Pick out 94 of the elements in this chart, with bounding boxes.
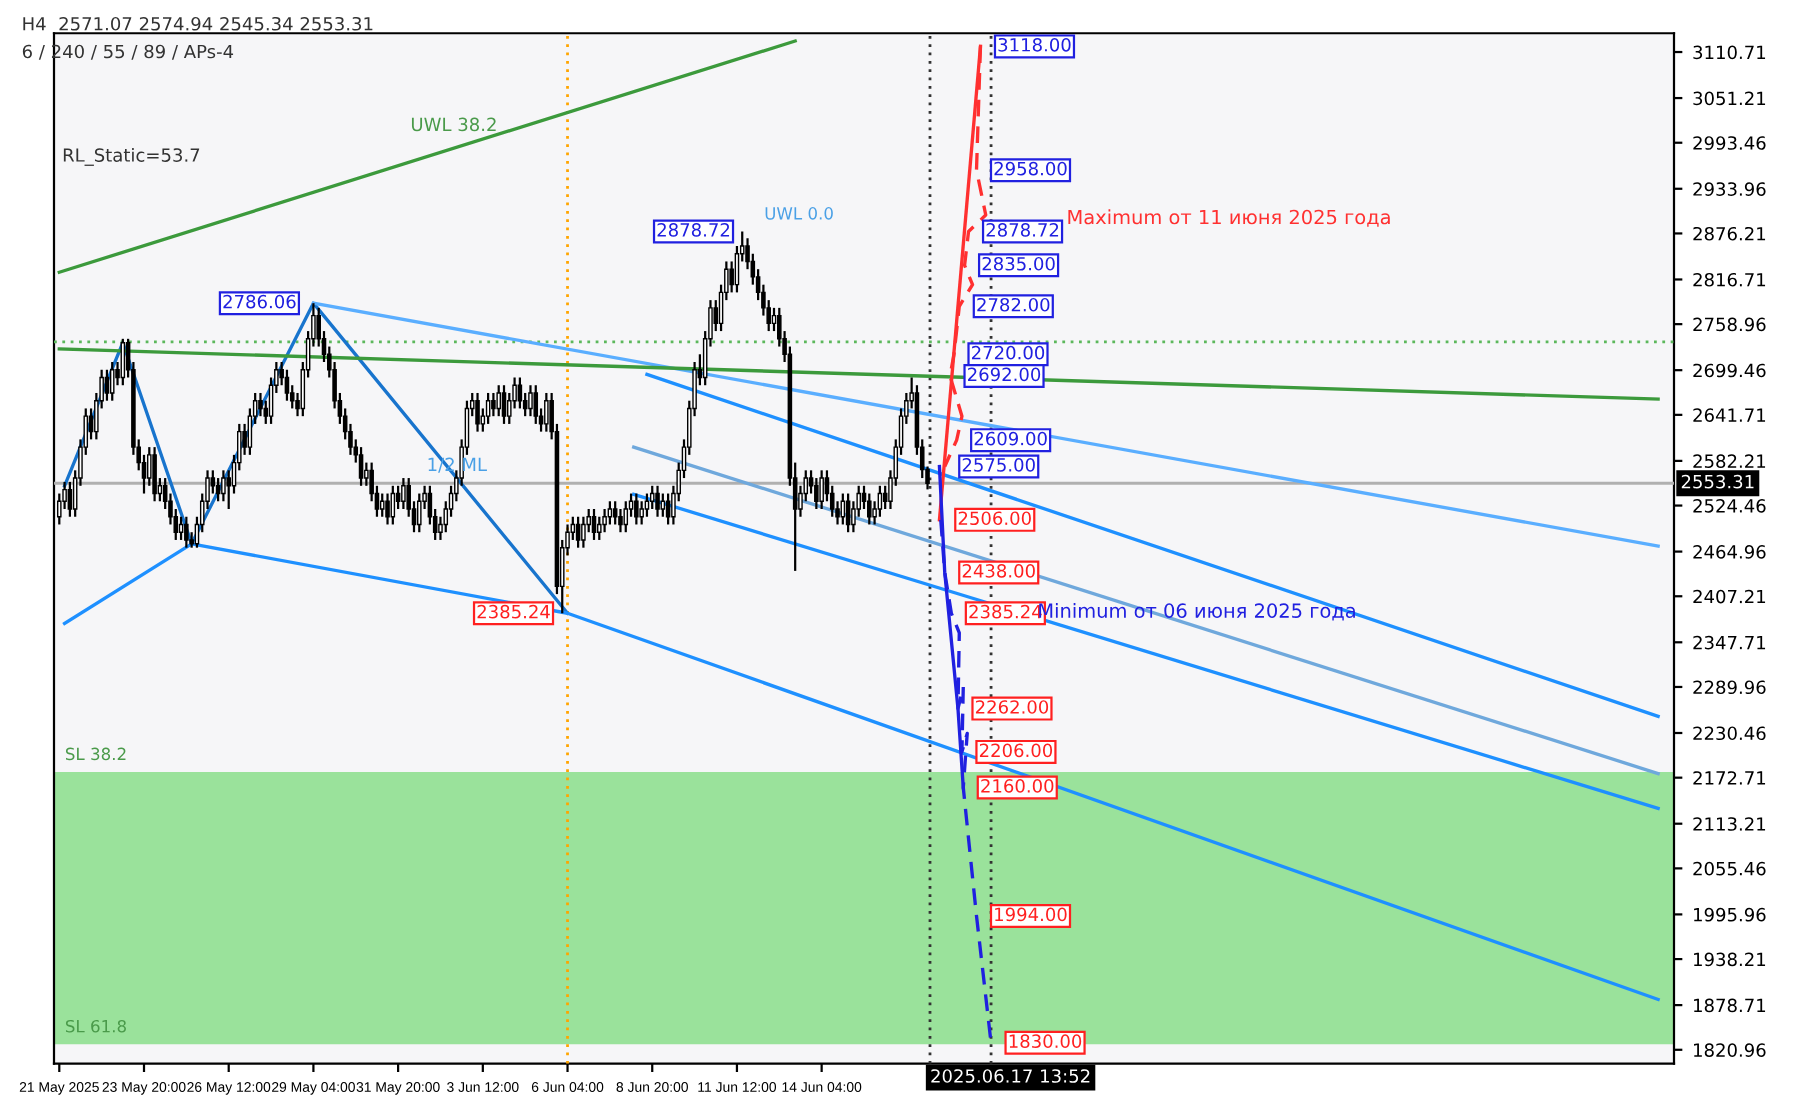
annotation: 2609.00 (974, 431, 1047, 446)
candlestick (417, 492, 422, 534)
candlestick (649, 484, 655, 511)
candlestick (639, 500, 644, 526)
y-tick-label: 2289.96 (1693, 680, 1766, 695)
annotation: 2506.00 (958, 511, 1031, 526)
annotation: 2575.00 (962, 458, 1035, 472)
candlestick (634, 492, 639, 526)
annotation: 2782.00 (977, 297, 1050, 312)
y-tick-label: 2758.96 (1693, 317, 1766, 332)
candlestick (358, 446, 364, 487)
y-tick-label: 3110.71 (1693, 45, 1766, 60)
y-tick-label: 2055.46 (1693, 861, 1766, 876)
y-tick-label: 2993.46 (1693, 136, 1766, 150)
candlestick (655, 484, 660, 518)
candlestick (623, 500, 629, 534)
y-tick-label: 2407.21 (1693, 589, 1766, 604)
annotation: 2438.00 (962, 564, 1035, 578)
annotation: 2835.00 (982, 256, 1055, 271)
candlestick (612, 500, 618, 526)
candlestick (877, 484, 883, 518)
candlestick (215, 476, 221, 503)
candlestick (475, 391, 480, 433)
ref-line-label: 2025.06.17 13:52 (931, 1069, 1090, 1083)
candlestick (109, 360, 115, 402)
y-tick-label: 2699.46 (1693, 363, 1766, 378)
candlestick (814, 476, 819, 511)
candlestick (602, 507, 607, 534)
y-tick-label: 2172.71 (1693, 771, 1766, 785)
ref-line-label: 2553.31 (1681, 474, 1754, 489)
candlestick (485, 391, 491, 426)
candlestick (491, 391, 496, 418)
chart-title: H4 2571.07 2574.94 2545.34 2553.31 (23, 16, 373, 31)
candlestick (104, 368, 110, 402)
annotation: 2262.00 (975, 700, 1049, 714)
annotation: UWL 0.0 (765, 207, 833, 220)
annotation: 2385.24 (969, 604, 1042, 619)
candlestick (152, 446, 157, 503)
candlestick (607, 500, 613, 526)
candlestick (867, 492, 872, 526)
annotation: 2385.24 (477, 604, 550, 619)
candlestick (379, 492, 385, 518)
candlestick (501, 384, 507, 426)
y-tick-label: 2933.96 (1693, 182, 1766, 196)
candlestick (544, 391, 549, 433)
candlestick (575, 515, 581, 549)
candlestick (528, 384, 533, 418)
annotation: SL 38.2 (65, 747, 126, 761)
y-tick-label: 1938.21 (1694, 952, 1766, 967)
annotation: 1830.00 (1009, 1034, 1082, 1049)
candlestick (618, 507, 623, 534)
y-tick-label: 1878.71 (1694, 998, 1766, 1013)
y-tick-label: 2641.71 (1693, 408, 1766, 422)
candlestick (178, 515, 184, 542)
y-tick-label: 2347.71 (1693, 635, 1766, 650)
candlestick (644, 492, 650, 518)
candlestick (284, 368, 290, 402)
candlestick (597, 515, 602, 542)
candlestick (819, 469, 824, 511)
candlestick (496, 384, 501, 418)
y-tick-label: 2816.71 (1693, 272, 1766, 287)
y-tick-label: 2582.21 (1693, 454, 1766, 468)
candlestick (184, 515, 189, 549)
annotation: 2720.00 (971, 345, 1045, 360)
y-tick-label: 1820.96 (1694, 1043, 1766, 1057)
annotation: 2692.00 (968, 367, 1041, 382)
y-tick-label: 2464.96 (1693, 545, 1766, 559)
annotation: 3118.00 (998, 37, 1071, 52)
annotation: 2206.00 (979, 743, 1053, 758)
annotation: RL_Static=53.7 (63, 147, 200, 166)
line-series (62, 542, 1660, 1002)
candlestick (591, 507, 597, 542)
annotation: 2786.06 (223, 294, 296, 309)
y-tick-label: 3051.21 (1693, 91, 1766, 106)
y-tick-label: 2230.46 (1693, 726, 1766, 741)
y-tick-label: 1995.96 (1694, 907, 1766, 922)
candlestick (221, 469, 226, 503)
annotation: 2878.72 (657, 223, 730, 237)
annotation: Maximum от 11 июня 2025 года (1068, 209, 1390, 227)
annotation: 2958.00 (994, 161, 1067, 176)
candlestick (258, 391, 263, 418)
annotation: 2160.00 (981, 779, 1054, 793)
annotation: 2878.72 (986, 223, 1059, 237)
y-tick-label: 2524.46 (1693, 499, 1766, 513)
annotation: UWL 38.2 (411, 117, 496, 132)
candlestick (660, 492, 666, 518)
annotation: SL 61.8 (65, 1019, 126, 1033)
annotation: 1994.00 (995, 907, 1067, 922)
candlestick (401, 476, 406, 511)
y-tick-label: 2876.21 (1693, 226, 1766, 241)
candlestick (533, 384, 539, 426)
candlestick (385, 492, 390, 526)
candlestick (581, 515, 586, 549)
y-tick-label: 2113.21 (1693, 817, 1766, 831)
